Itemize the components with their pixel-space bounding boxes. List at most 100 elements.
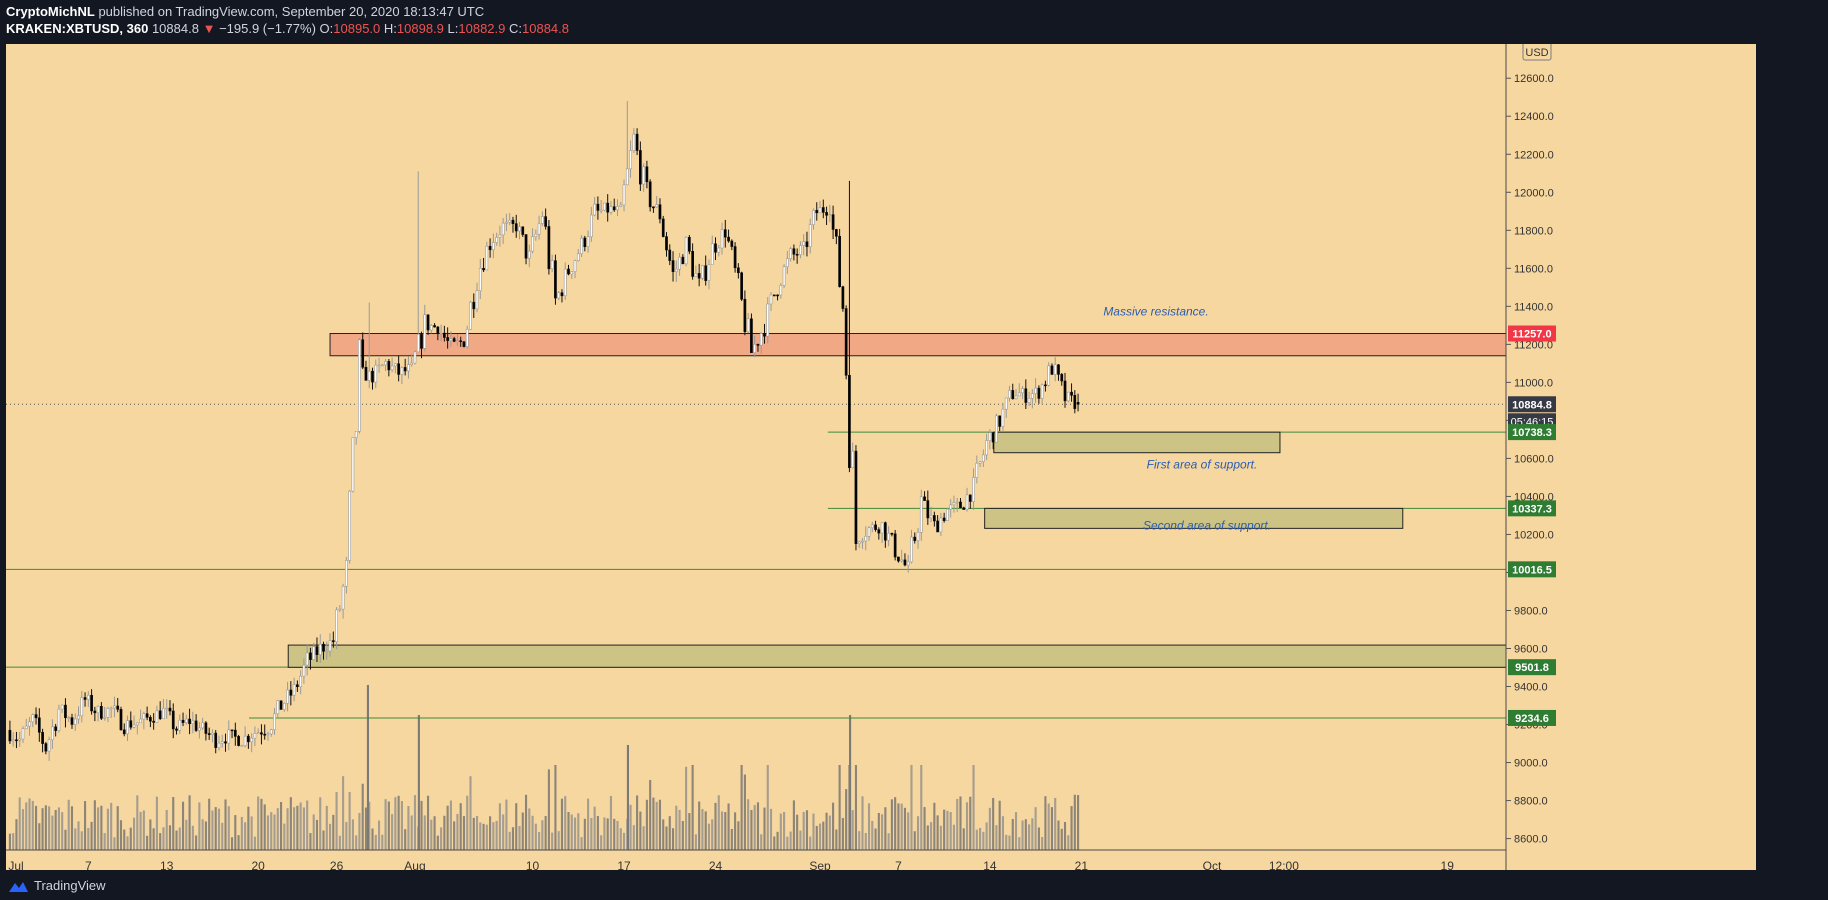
candle-body	[433, 325, 436, 328]
down-arrow-icon: ▼	[202, 21, 216, 36]
price-tick-label: 12600.0	[1514, 73, 1554, 85]
volume-bar	[613, 818, 616, 850]
candle-body	[305, 652, 309, 666]
candle-body	[939, 517, 943, 533]
volume-bar	[956, 798, 959, 850]
volume-bar	[159, 833, 162, 850]
volume-bar	[446, 805, 449, 850]
volume-bar	[93, 800, 96, 850]
volume-bar	[1011, 818, 1014, 850]
volume-bar	[404, 829, 407, 850]
price-tag-label: 11257.0	[1512, 329, 1551, 341]
candle-body	[67, 717, 71, 719]
candle-body	[485, 245, 489, 271]
candle-body	[645, 166, 649, 183]
candle-body	[688, 237, 691, 252]
candle-body	[456, 340, 459, 343]
candle-body	[531, 236, 534, 252]
candle-body	[511, 219, 515, 224]
time-tick-label: 7	[85, 859, 92, 873]
volume-bar	[201, 819, 204, 850]
volume-bar	[139, 811, 142, 850]
volume-bar	[253, 836, 256, 850]
volume-bar	[456, 813, 459, 850]
candle-body	[1014, 395, 1018, 400]
volume-bar	[440, 827, 443, 850]
volume-bar	[221, 822, 224, 850]
volume-bar	[286, 808, 289, 850]
candle-body	[750, 318, 753, 354]
candle-body	[250, 737, 254, 743]
low-value: 10882.9	[458, 21, 506, 36]
tradingview-logo[interactable]: TradingView	[6, 878, 106, 893]
volume-bar	[969, 796, 972, 850]
volume-bar	[1070, 806, 1073, 850]
candle-body	[413, 351, 417, 364]
volume-bar	[1044, 796, 1047, 850]
volume-bar	[887, 833, 890, 850]
volume-bar	[449, 800, 452, 850]
candle-body	[710, 243, 714, 266]
volume-bar	[547, 769, 550, 850]
volume-bar	[694, 834, 697, 850]
volume-bar	[681, 820, 684, 850]
volume-bar	[100, 805, 103, 850]
candle-body	[452, 338, 456, 342]
volume-bar	[959, 796, 962, 850]
volume-bar	[443, 815, 446, 850]
time-tick-label: Jul	[8, 859, 23, 873]
volume-bar	[1073, 794, 1076, 850]
time-tick-label: Aug	[404, 859, 425, 873]
candle-body	[273, 713, 276, 730]
candle-body	[18, 738, 22, 741]
volume-bar	[181, 801, 185, 850]
volume-bar	[916, 816, 920, 850]
volume-bar	[642, 826, 645, 850]
volume-bar	[410, 815, 413, 850]
candle-body	[890, 532, 894, 535]
candle-body	[766, 303, 770, 337]
price-tick-label: 9000.0	[1514, 758, 1548, 770]
volume-bar	[907, 812, 910, 850]
candle-body	[116, 705, 120, 710]
volume-bar	[263, 804, 266, 850]
candle-body	[325, 650, 329, 653]
author-name[interactable]: CryptoMichNL	[6, 4, 95, 19]
volume-bar	[28, 798, 31, 850]
volume-bar	[769, 808, 773, 850]
volume-bar	[15, 819, 18, 850]
volume-bar	[766, 765, 769, 850]
volume-bar	[557, 831, 560, 850]
candle-body	[897, 556, 900, 562]
candle-body	[488, 245, 492, 251]
volume-bar	[691, 765, 694, 850]
candle-body	[73, 718, 77, 725]
price-chart[interactable]: Massive resistance. First area of support…	[6, 41, 1756, 880]
candle-body	[821, 207, 825, 213]
symbol-label[interactable]: KRAKEN:XBTUSD, 360	[6, 21, 149, 36]
volume-bar	[629, 804, 632, 850]
candle-body	[769, 294, 773, 305]
time-tick-label: 13	[160, 859, 174, 873]
candle-body	[498, 234, 502, 238]
candle-body	[714, 243, 717, 253]
volume-bar	[995, 825, 998, 850]
candle-body	[727, 236, 730, 242]
price-tick-label: 9600.0	[1514, 644, 1548, 656]
candle-body	[854, 450, 858, 544]
volume-bar	[178, 827, 181, 850]
chart-area[interactable]: Massive resistance. First area of support…	[6, 41, 1756, 880]
volume-bar	[688, 813, 691, 850]
candle-body	[505, 221, 508, 224]
volume-bar	[773, 836, 776, 850]
candle-body	[537, 223, 541, 235]
candle-body	[661, 218, 665, 237]
volume-bar	[361, 783, 364, 850]
volume-bar	[662, 819, 665, 850]
candle-body	[576, 253, 580, 261]
publish-text: published on TradingView.com, September …	[94, 4, 485, 19]
volume-bar	[293, 807, 296, 850]
candle-body	[919, 496, 923, 533]
candle-body	[296, 684, 299, 688]
volume-bar	[61, 812, 64, 850]
